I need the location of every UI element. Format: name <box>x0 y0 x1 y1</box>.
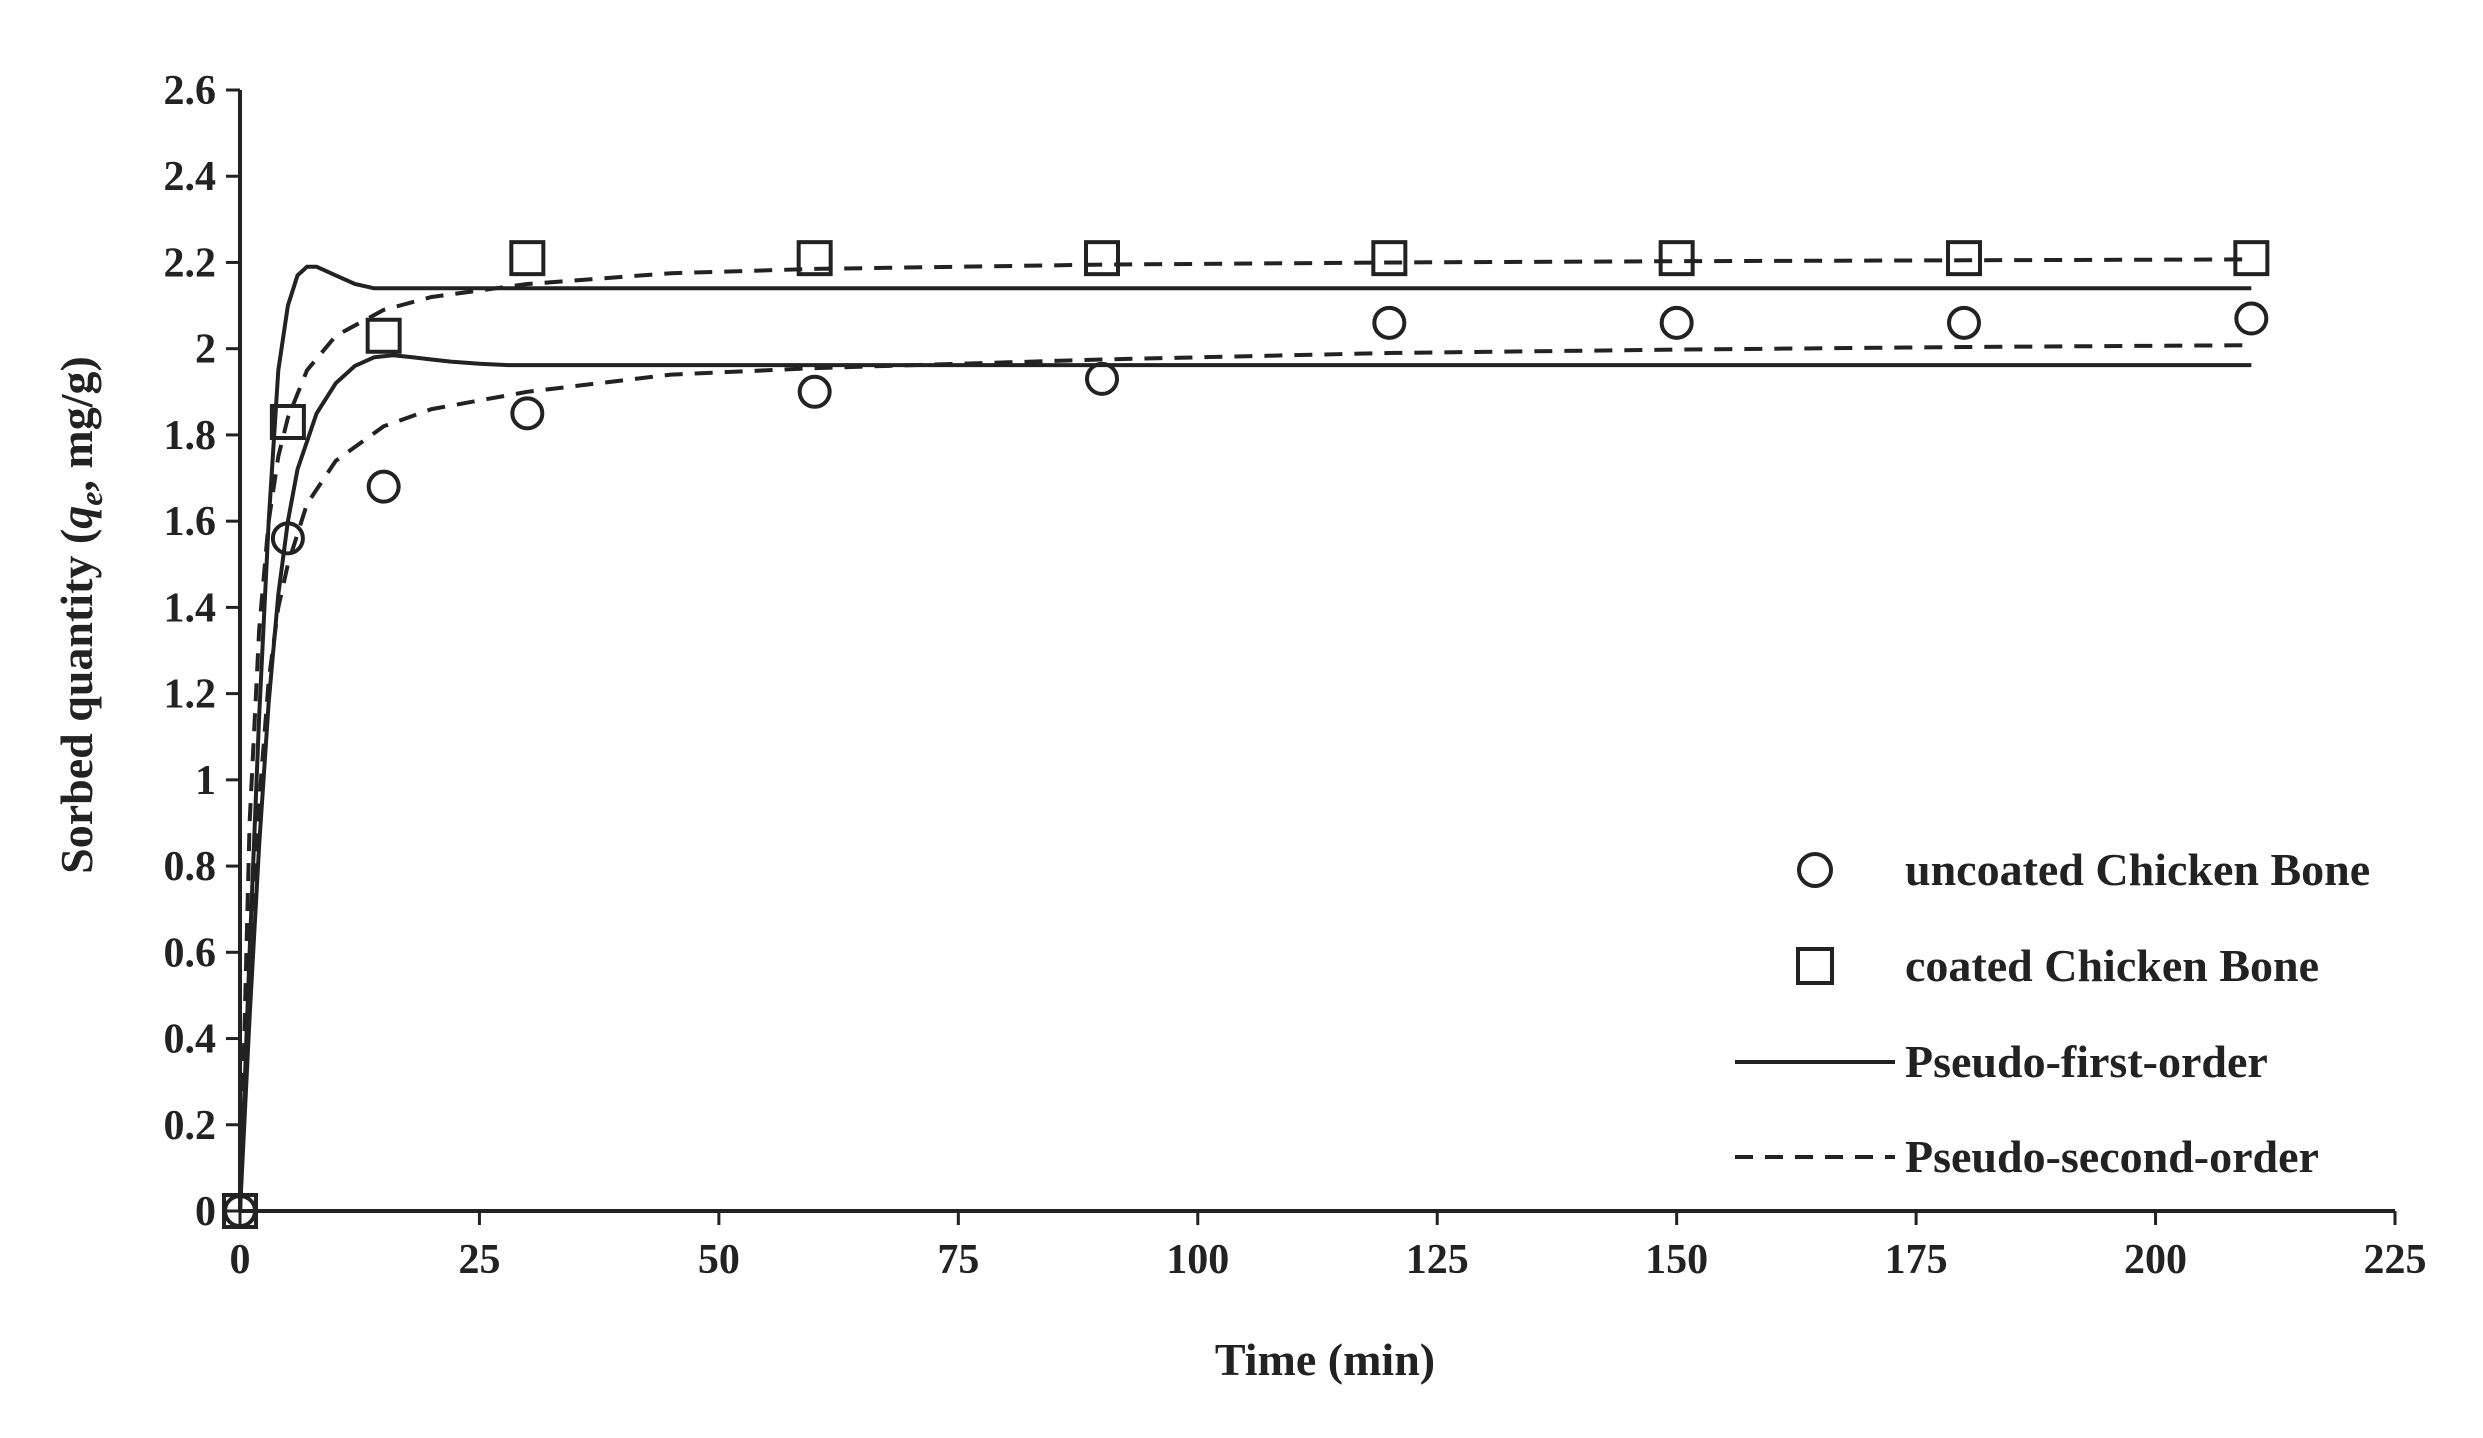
x-axis-title: Time (min) <box>1215 1334 1435 1385</box>
coated-data-point <box>1946 240 1982 277</box>
x-tick-label: 200 <box>2124 1237 2187 1283</box>
first-order-fit-curve <box>238 264 2252 1212</box>
x-tick-label: 100 <box>1166 1237 1229 1283</box>
y-tick-label: 2.2 <box>164 240 217 286</box>
second-order-fit-curve <box>238 257 2252 1212</box>
x-tick-label: 175 <box>1885 1237 1948 1283</box>
x-tick-label: 225 <box>2364 1237 2427 1283</box>
uncoated-data-point <box>1659 305 1694 340</box>
coated-data-point <box>509 240 546 277</box>
uncoated-data-point <box>1372 305 1407 340</box>
legend-square-marker <box>1796 947 1834 985</box>
x-tick-label: 0 <box>230 1237 251 1283</box>
legend-item-uncoated: uncoated Chicken Bone <box>1797 844 2370 895</box>
y-axis-title: Sorbed quantity (qe, mg/g) <box>51 356 109 874</box>
legend-label-second-order: Pseudo-second-order <box>1905 1131 2319 1182</box>
y-tick-label: 2 <box>195 327 216 373</box>
legend-label-uncoated: uncoated Chicken Bone <box>1905 844 2370 895</box>
uncoated-data-point <box>270 521 305 556</box>
y-tick-label: 1 <box>195 758 216 804</box>
coated-data-point <box>269 403 306 440</box>
y-tick-label: 1.4 <box>164 585 217 631</box>
y-tick-label: 1.2 <box>164 672 217 718</box>
y-axis-title-variable: q <box>51 506 102 529</box>
y-tick-label: 1.6 <box>164 499 217 545</box>
y-axis-title-subscript: e <box>73 492 109 506</box>
x-tick-label: 50 <box>698 1237 740 1283</box>
coated-data-point <box>1658 240 1695 277</box>
coated-data-point <box>796 240 833 277</box>
uncoated-data-point <box>1947 305 1981 340</box>
legend-item-second-order: Pseudo-second-order <box>1735 1131 2319 1182</box>
y-tick-label: 1.8 <box>164 413 217 459</box>
coated-data-point <box>365 317 402 354</box>
x-tick-label: 150 <box>1645 1237 1708 1283</box>
x-tick-label: 75 <box>937 1237 979 1283</box>
y-axis-title-suffix: , mg/g) <box>51 356 102 491</box>
coated-data-point <box>1084 240 1120 277</box>
legend-label-first-order: Pseudo-first-order <box>1905 1036 2268 1087</box>
x-tick-label: 25 <box>458 1237 500 1283</box>
y-tick-label: 0.6 <box>164 930 217 976</box>
x-tick-label: 125 <box>1406 1237 1469 1283</box>
y-tick-label: 0.2 <box>164 1103 217 1149</box>
second-order-fit-curve <box>238 343 2252 1212</box>
coated-data-point <box>1371 240 1408 277</box>
legend-label-coated: coated Chicken Bone <box>1905 940 2319 991</box>
legend-circle-marker <box>1797 852 1833 888</box>
y-axis-title-prefix: Sorbed quantity ( <box>51 529 102 874</box>
legend-item-first-order: Pseudo-first-order <box>1735 1036 2268 1087</box>
uncoated-data-point <box>797 374 832 409</box>
y-tick-label: 0.4 <box>164 1017 217 1063</box>
y-tick-label: 2.4 <box>164 154 217 200</box>
fit-curves <box>238 257 2252 1212</box>
uncoated-data-point <box>510 396 545 431</box>
legend: uncoated Chicken Bone coated Chicken Bon… <box>1735 844 2370 1182</box>
y-tick-label: 0.8 <box>164 844 217 890</box>
uncoated-data-point <box>2234 301 2269 336</box>
y-tick-label: 2.6 <box>164 68 217 114</box>
axes: 0 0.2 0.4 0.6 0.8 1 1.2 1.4 1.6 1.8 2 2.2 2.4 2.6 0 25 5… <box>164 68 2427 1283</box>
legend-item-coated: coated Chicken Bone <box>1796 940 2319 991</box>
uncoated-data-point <box>366 469 401 504</box>
uncoated-data-point <box>1085 361 1119 396</box>
coated-data-point <box>2233 240 2270 277</box>
y-tick-label: 0 <box>195 1189 216 1235</box>
